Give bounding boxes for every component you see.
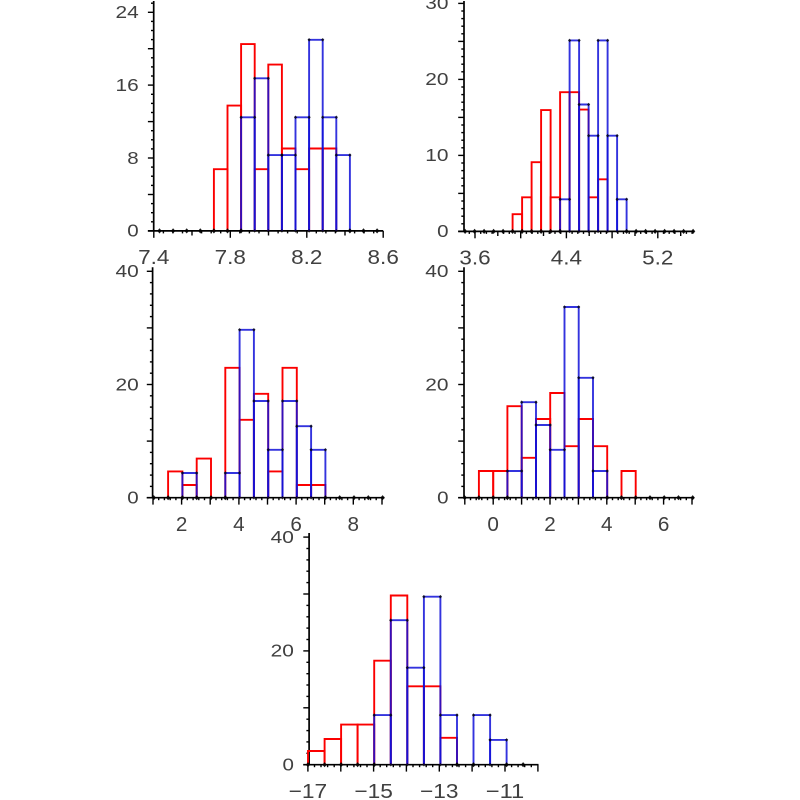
svg-text:20: 20 <box>425 374 448 394</box>
svg-text:6: 6 <box>658 514 670 536</box>
svg-text:40: 40 <box>116 261 139 281</box>
svg-text:4: 4 <box>233 514 245 536</box>
svg-text:5.2: 5.2 <box>642 248 673 270</box>
svg-text:8.6: 8.6 <box>368 247 399 269</box>
svg-text:0: 0 <box>487 514 499 536</box>
svg-text:0: 0 <box>127 488 139 508</box>
svg-text:4.4: 4.4 <box>551 248 582 270</box>
svg-text:2: 2 <box>176 514 188 536</box>
svg-text:3.6: 3.6 <box>459 248 490 270</box>
svg-text:30: 30 <box>425 0 448 13</box>
svg-text:2: 2 <box>544 514 556 536</box>
svg-text:−15: −15 <box>354 781 393 800</box>
svg-text:8.2: 8.2 <box>291 247 322 269</box>
svg-text:16: 16 <box>116 75 139 95</box>
svg-text:20: 20 <box>116 374 139 394</box>
svg-text:8: 8 <box>348 514 360 536</box>
svg-text:0: 0 <box>437 221 449 241</box>
svg-text:4: 4 <box>601 514 613 536</box>
svg-text:7.4: 7.4 <box>138 247 169 269</box>
svg-text:40: 40 <box>271 527 294 547</box>
svg-text:7.8: 7.8 <box>215 247 246 269</box>
svg-text:20: 20 <box>271 641 294 661</box>
svg-text:−11: −11 <box>486 781 525 800</box>
svg-text:0: 0 <box>127 221 139 241</box>
svg-text:8: 8 <box>127 148 139 168</box>
svg-text:20: 20 <box>425 69 448 89</box>
svg-text:0: 0 <box>283 755 295 775</box>
svg-text:6: 6 <box>290 514 302 536</box>
svg-text:10: 10 <box>425 145 448 165</box>
svg-text:−13: −13 <box>420 781 459 800</box>
svg-text:24: 24 <box>116 2 139 22</box>
svg-text:0: 0 <box>437 488 449 508</box>
svg-text:−17: −17 <box>289 781 328 800</box>
svg-text:40: 40 <box>425 261 448 281</box>
